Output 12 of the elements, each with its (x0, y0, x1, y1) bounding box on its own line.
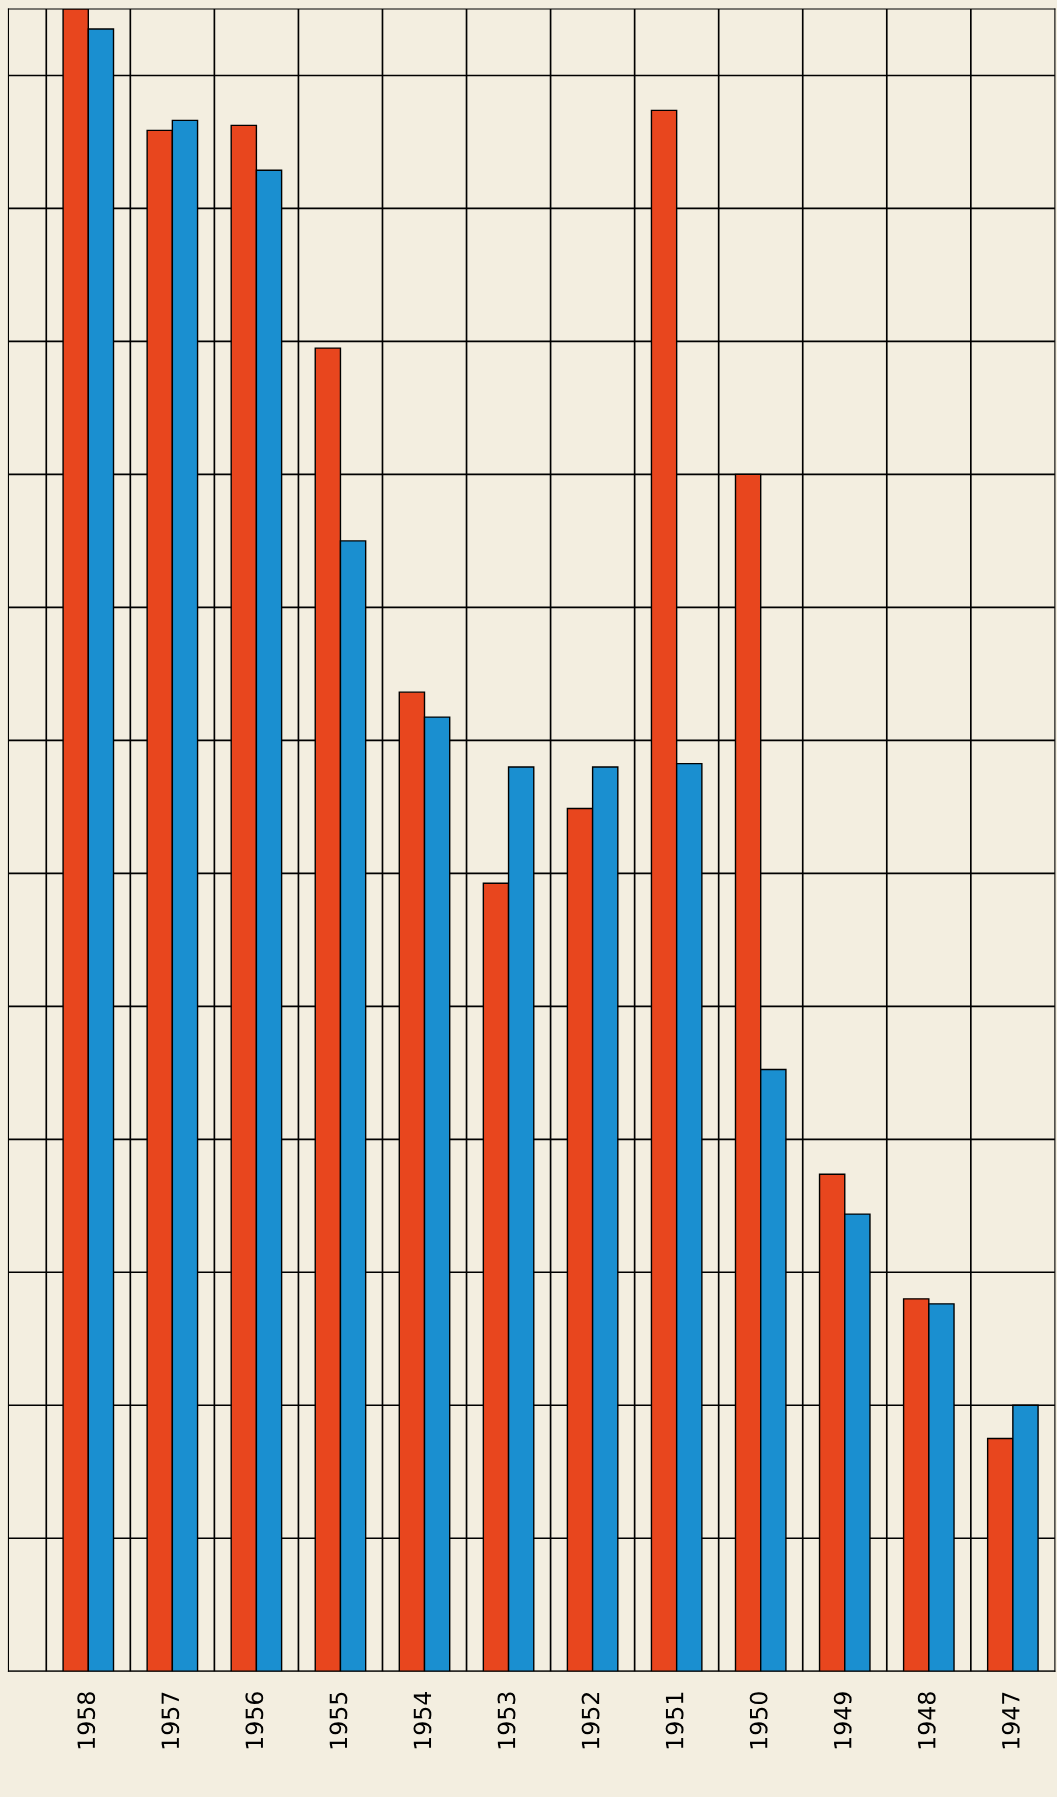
x-tick-label: 1957 (161, 1692, 180, 1749)
x-tick-label: 1948 (917, 1692, 936, 1749)
x-tick-label: 1956 (245, 1692, 264, 1749)
x-tick-label: 1953 (497, 1692, 516, 1749)
x-tick-label: 1950 (749, 1692, 768, 1749)
x-tick-label: 1958 (77, 1692, 96, 1749)
x-tick-label: 1951 (665, 1692, 684, 1749)
x-tick-label: 1949 (833, 1692, 852, 1749)
x-tick-label: 1952 (581, 1693, 600, 1749)
x-tick-label: 1955 (329, 1692, 348, 1749)
x-tick-label: 1954 (413, 1691, 432, 1749)
x-tick-label: 1947 (1001, 1692, 1020, 1749)
